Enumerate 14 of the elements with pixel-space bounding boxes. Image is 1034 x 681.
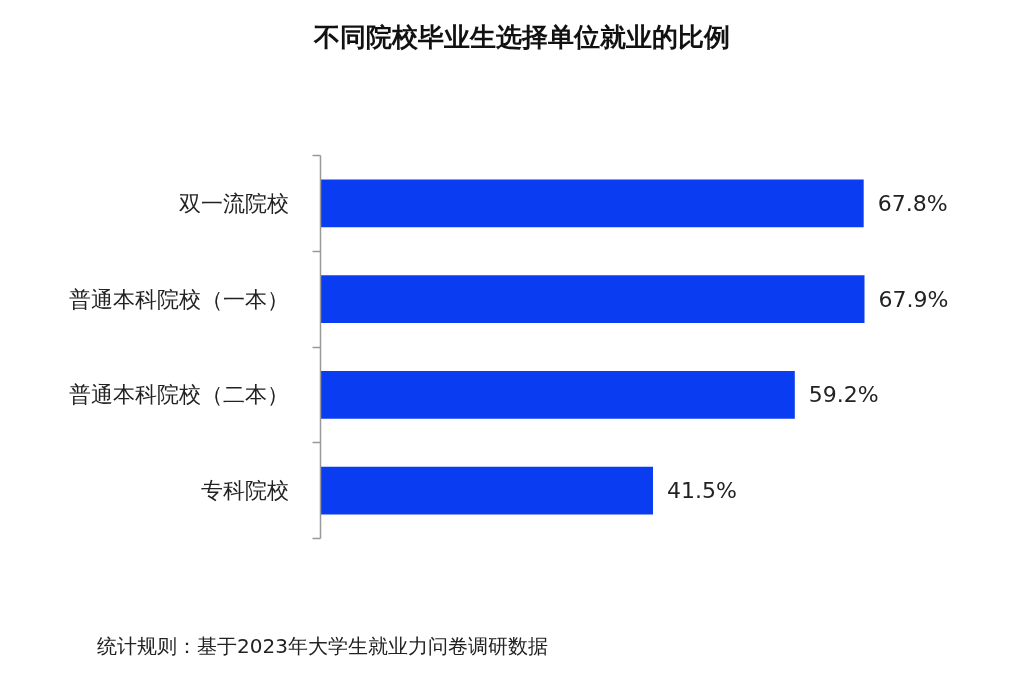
text: 统计规则：基于2023年大学生就业力问卷调研数据 xyxy=(97,633,548,660)
y-tick-label: 普通本科院校（二本） xyxy=(68,382,289,408)
bar xyxy=(320,466,653,515)
bar xyxy=(320,275,865,324)
data-label: 41.5% xyxy=(666,478,737,504)
chart-title: 不同院校毕业生选择单位就业的比例 xyxy=(312,21,731,54)
bar xyxy=(320,179,864,228)
data-label: 67.9% xyxy=(878,286,949,312)
y-tick-label: 双一流院校 xyxy=(178,190,289,216)
data-label: 59.2% xyxy=(808,382,879,408)
y-tick-label: 普通本科院校（一本） xyxy=(68,286,289,312)
y-tick-label: 专科院校 xyxy=(200,478,289,504)
bar xyxy=(320,370,795,419)
data-label: 67.8% xyxy=(877,190,948,216)
